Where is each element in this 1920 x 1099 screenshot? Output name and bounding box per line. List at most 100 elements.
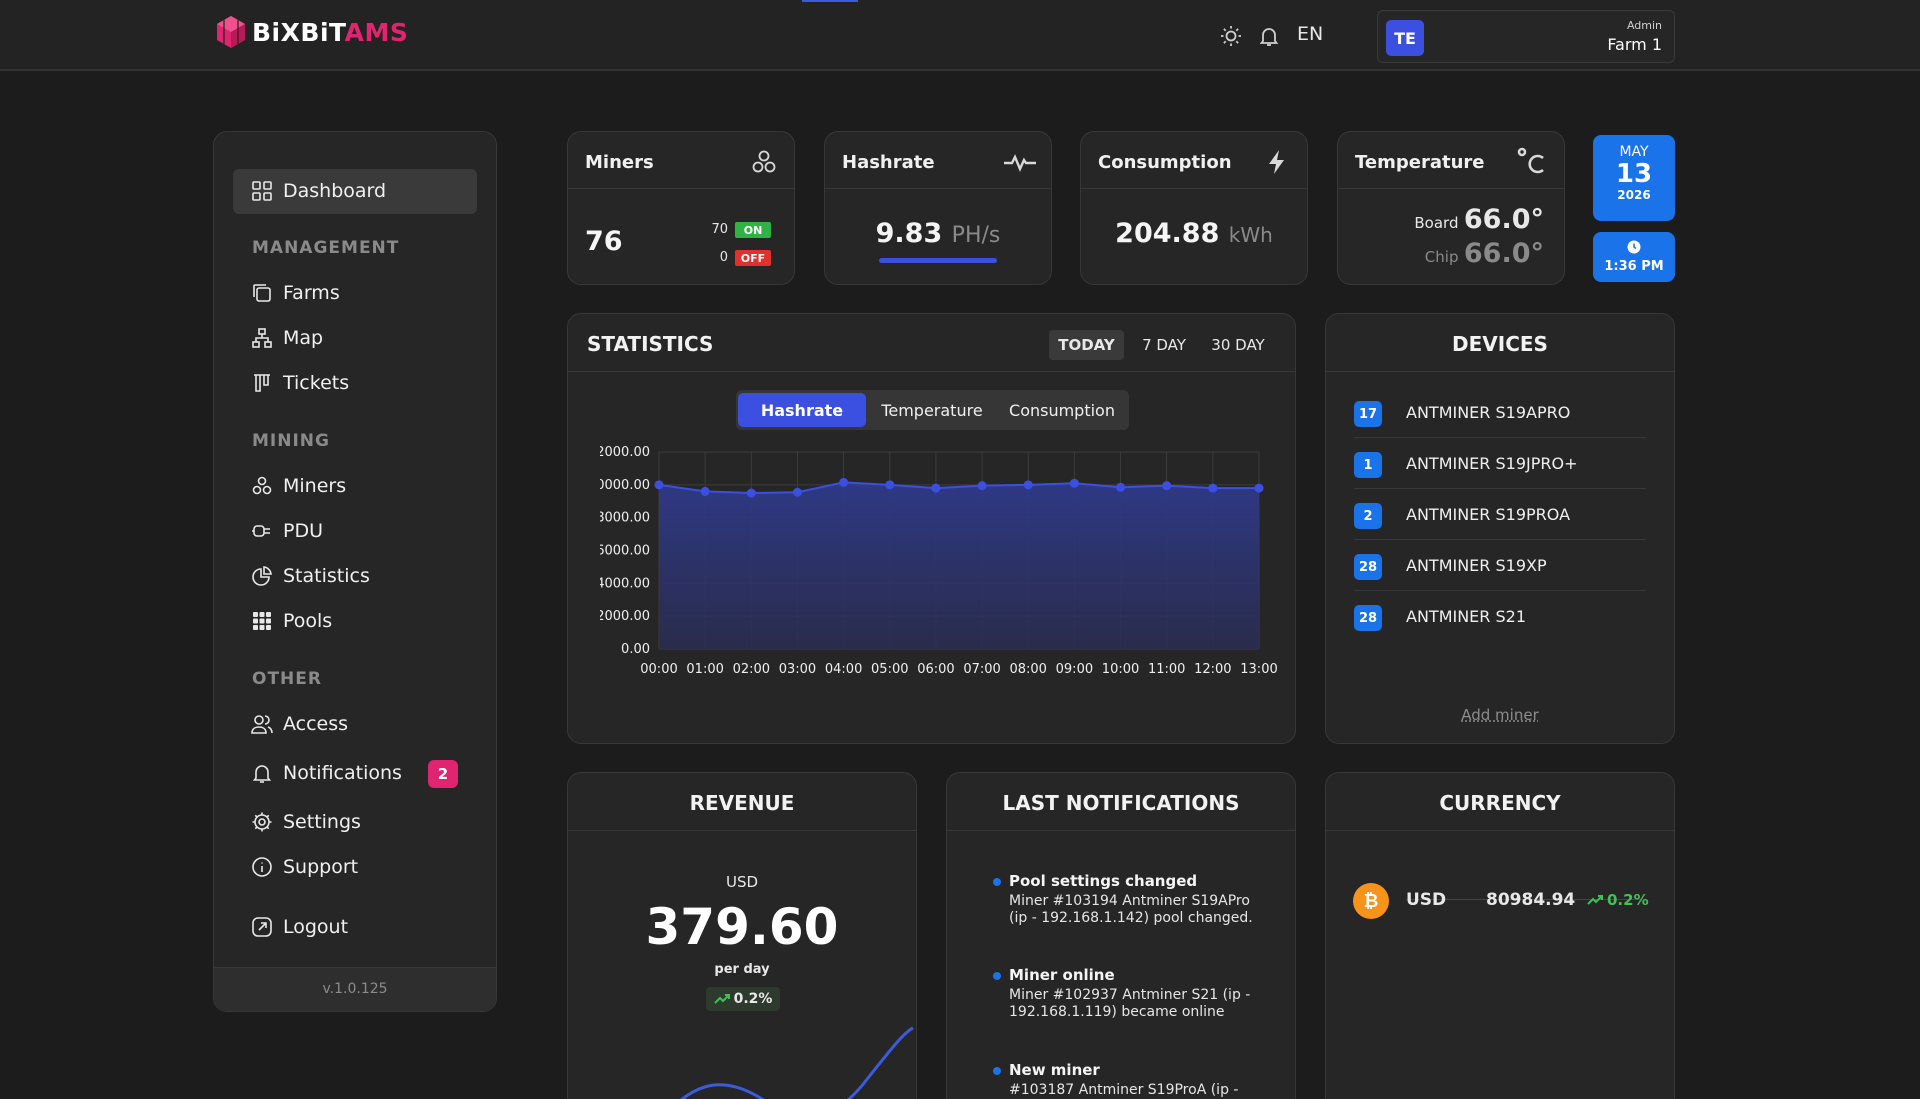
panel-header [1326, 314, 1674, 372]
bell-icon[interactable] [1257, 24, 1281, 48]
revenue-panel: REVENUE USD 379.60 per day 0.2% [567, 772, 917, 1099]
panel-header [1326, 773, 1674, 831]
logo[interactable]: BiXBiTAMS [214, 14, 408, 50]
user-role: Admin [1626, 19, 1662, 32]
y-tick-label: 6000.00 [600, 544, 650, 559]
hashrate-chart[interactable]: 0.00 2000.00 4000.00 6000.00 8000.00 10000.00… [600, 435, 1300, 680]
hashrate-point [885, 480, 895, 490]
theme-sun-icon[interactable] [1219, 24, 1243, 48]
sidebar-item-access[interactable]: Access [251, 713, 348, 735]
miners-on-badge: ON [735, 222, 771, 238]
miners-card[interactable]: Miners 76 70 ON 0 OFF [567, 131, 795, 285]
x-tick-label: 06:00 [917, 662, 954, 677]
hashrate-value: 9.83 PH/s [875, 218, 1001, 249]
notification-body: #103187 Antminer S19ProA (ip - [1009, 1082, 1239, 1098]
hashrate-point [1162, 481, 1172, 491]
panel-header [947, 773, 1295, 831]
metric-tab-hashrate[interactable]: Hashrate [738, 393, 866, 427]
trend-up-icon [1587, 895, 1603, 905]
hashrate-point [1069, 478, 1079, 488]
device-row[interactable]: 2 ANTMINER S19PROA [1354, 489, 1646, 540]
notification-item[interactable]: Miner online Miner #102937 Antminer S21 … [991, 966, 1271, 1021]
range-tab-today[interactable]: TODAY [1049, 330, 1124, 360]
date-day: 13 [1615, 159, 1653, 189]
y-tick-label: 0.00 [621, 642, 650, 657]
sidebar-item-tickets[interactable]: Tickets [251, 372, 349, 394]
hashrate-card[interactable]: Hashrate 9.83 PH/s [824, 131, 1052, 285]
x-tick-label: 05:00 [871, 662, 908, 677]
sidebar-label: Map [283, 327, 324, 349]
device-count-badge: 17 [1354, 401, 1382, 427]
device-count-badge: 28 [1354, 554, 1382, 580]
sidebar-item-statistics[interactable]: Statistics [251, 565, 370, 587]
notification-title: New miner [991, 1061, 1271, 1079]
app-version: v.1.0.125 [214, 967, 496, 1011]
revenue-value: 379.60 [645, 898, 839, 956]
hashrate-point [931, 483, 941, 493]
sidebar-item-dashboard[interactable]: Dashboard [251, 180, 386, 202]
device-name: ANTMINER S21 [1406, 607, 1527, 626]
miners-off-count: 0 [719, 250, 728, 265]
miners-total: 76 [585, 226, 623, 257]
sidebar-item-notifications[interactable]: Notifications [251, 762, 402, 784]
sidebar-item-pools[interactable]: Pools [251, 610, 332, 632]
sidebar-item-settings[interactable]: Settings [251, 811, 361, 833]
range-tab-7day[interactable]: 7 DAY [1142, 336, 1186, 354]
date-year: 2026 [1617, 188, 1651, 202]
x-tick-label: 07:00 [963, 662, 1000, 677]
metric-tab-consumption[interactable]: Consumption [1009, 400, 1115, 420]
sidebar-active-highlight [233, 169, 477, 214]
sidebar: Dashboard MANAGEMENT Farms Map Tickets M… [213, 131, 497, 1012]
x-tick-label: 12:00 [1194, 662, 1231, 677]
sidebar-label: Logout [283, 916, 349, 938]
dashboard-icon [252, 181, 272, 201]
bitcoin-icon: ₿ [1353, 883, 1389, 919]
top-bar: BiXBiTAMS EN TE Admin Farm 1 [0, 0, 1920, 71]
notifications-count-badge: 2 [428, 760, 458, 788]
hashrate-point [792, 487, 802, 497]
language-selector[interactable]: EN [1297, 23, 1324, 45]
revenue-currency: USD [725, 873, 759, 891]
consumption-card[interactable]: Consumption 204.88 kWh [1080, 131, 1308, 285]
currency-change: 0.2% [1587, 891, 1649, 909]
sidebar-item-map[interactable]: Map [251, 327, 323, 349]
notification-item[interactable]: Pool settings changed Miner #103194 Antm… [991, 872, 1271, 927]
device-row[interactable]: 28 ANTMINER S19XP [1354, 540, 1646, 591]
last-notifications-title: LAST NOTIFICATIONS [1002, 791, 1240, 815]
x-tick-label: 10:00 [1102, 662, 1139, 677]
device-row[interactable]: 1 ANTMINER S19JPRO+ [1354, 438, 1646, 489]
sidebar-item-support[interactable]: Support [251, 856, 358, 878]
sidebar-item-miners[interactable]: Miners [251, 475, 346, 497]
notification-item[interactable]: New miner #103187 Antminer S19ProA (ip - [991, 1061, 1271, 1099]
add-miner-link[interactable]: Add miner [1461, 706, 1539, 724]
avatar: TE [1386, 20, 1424, 56]
metric-tab-temperature[interactable]: Temperature [881, 400, 983, 420]
panel-header [568, 773, 916, 831]
sidebar-item-pdu[interactable]: PDU [251, 520, 323, 542]
device-row[interactable]: 17 ANTMINER S19APRO [1354, 387, 1646, 438]
card-title: Hashrate [842, 152, 935, 173]
range-tab-30day[interactable]: 30 DAY [1211, 336, 1265, 354]
currency-rate: 80984.94 [1486, 890, 1576, 910]
temperature-card[interactable]: Temperature Board 66.0° Chip 66.0° [1337, 131, 1565, 285]
notification-title: Miner online [991, 966, 1271, 984]
sidebar-item-logout[interactable]: Logout [251, 916, 348, 938]
card-divider [568, 188, 794, 189]
x-tick-label: 02:00 [733, 662, 770, 677]
hashrate-point [1023, 480, 1033, 490]
sidebar-label: PDU [283, 520, 323, 542]
sidebar-label: Notifications [283, 762, 402, 784]
statistics-title: STATISTICS [587, 332, 714, 356]
hashrate-area [659, 482, 1259, 649]
sidebar-item-farms[interactable]: Farms [251, 282, 340, 304]
notification-body: Miner #103194 Antminer S19APro (ip - 192… [1009, 893, 1253, 926]
device-count-badge: 28 [1354, 605, 1382, 631]
device-row[interactable]: 28 ANTMINER S21 [1354, 591, 1646, 642]
top-accent-line [802, 0, 858, 2]
logo-cube-icon [217, 16, 245, 48]
devices-title: DEVICES [1452, 332, 1548, 356]
x-tick-label: 09:00 [1056, 662, 1093, 677]
support-info-icon [252, 857, 272, 877]
notification-title: Pool settings changed [991, 872, 1271, 890]
user-menu[interactable]: TE Admin Farm 1 [1377, 10, 1675, 63]
